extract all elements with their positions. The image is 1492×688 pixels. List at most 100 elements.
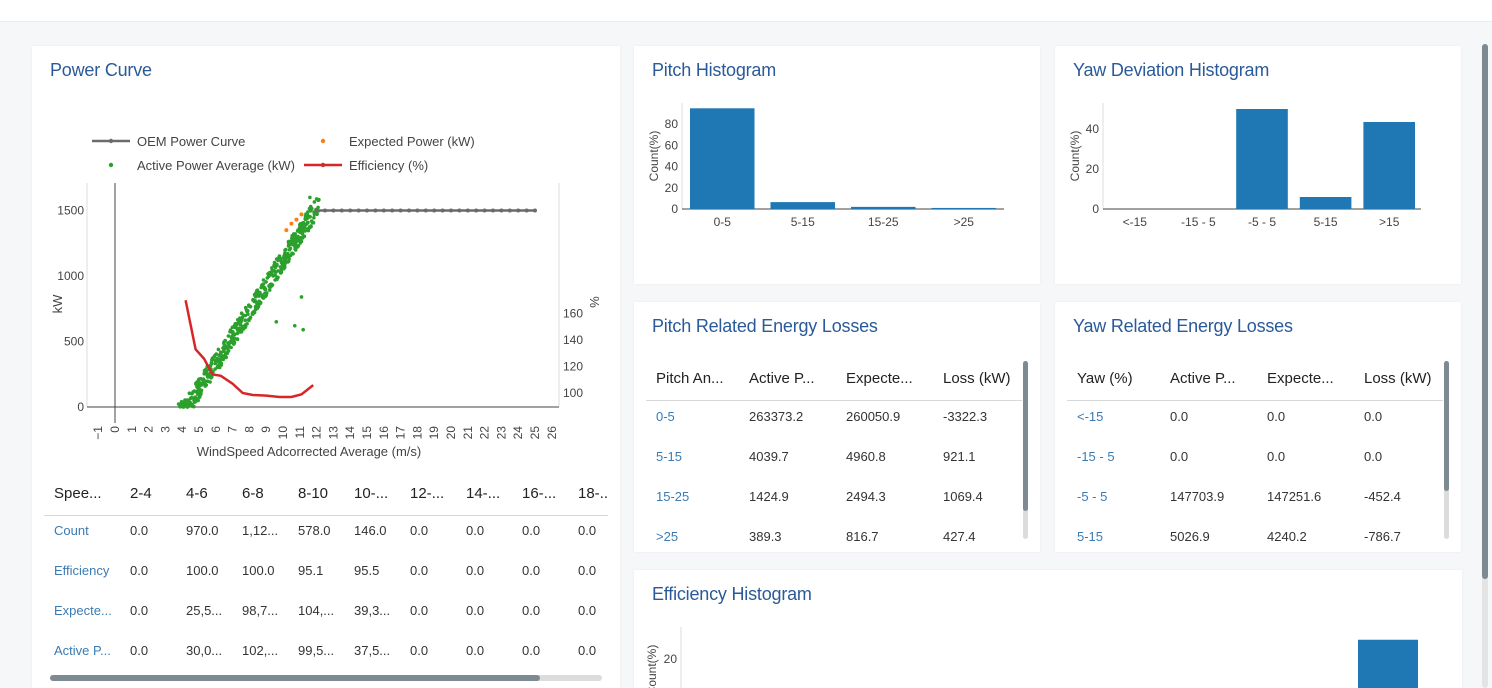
vscroll-thumb[interactable] xyxy=(1023,361,1028,511)
pitch-losses-vscroll[interactable] xyxy=(1023,361,1028,539)
active-power-point xyxy=(297,225,302,230)
histogram-bar[interactable] xyxy=(931,207,997,209)
speed-table-row-label[interactable]: Active P... xyxy=(54,643,111,658)
loss-table-row-label[interactable]: <-15 xyxy=(1077,409,1104,424)
active-power-point xyxy=(292,323,297,328)
active-power-point xyxy=(261,282,265,287)
oem-power-curve-point xyxy=(533,208,537,213)
oem-power-curve-point xyxy=(314,208,319,213)
speed-table-cell: 0.0 xyxy=(130,643,149,658)
speed-table-hscroll[interactable] xyxy=(50,675,602,681)
efficiency-line[interactable] xyxy=(184,300,314,399)
legend-expected[interactable]: Expected Power (kW) xyxy=(320,134,475,149)
speed-table-cell: 37,5... xyxy=(354,643,391,658)
histogram-bar[interactable] xyxy=(1236,109,1288,209)
active-power-point xyxy=(194,389,198,394)
x-tick-label: 14 xyxy=(343,426,357,440)
active-power-point xyxy=(205,372,209,376)
active-power-point xyxy=(312,215,316,220)
speed-table-row-label[interactable]: Count xyxy=(54,523,89,538)
loss-table-header-cell[interactable]: Loss (kW) xyxy=(943,370,1011,387)
active-power-point xyxy=(263,286,267,291)
loss-table-header-cell[interactable]: Expecte... xyxy=(846,370,913,387)
histogram-bar[interactable] xyxy=(690,108,755,209)
loss-table-row-label[interactable]: 15-25 xyxy=(656,489,690,504)
loss-table-header-cell[interactable]: Loss (kW) xyxy=(1364,370,1432,387)
x-tick-label: >25 xyxy=(954,215,975,229)
x-tick-label: 20 xyxy=(444,426,458,440)
active-power-point xyxy=(239,311,244,316)
histogram-bar[interactable] xyxy=(1299,197,1352,209)
loss-table-row-label[interactable]: >25 xyxy=(656,529,679,542)
speed-table-cell: 0.0 xyxy=(578,523,597,538)
legend-efficiency[interactable]: Efficiency (%) xyxy=(304,158,428,173)
loss-table-header-cell[interactable]: Yaw (%) xyxy=(1077,370,1133,387)
loss-table-cell: 4240.2 xyxy=(1267,529,1307,542)
speed-table-header-cell[interactable]: 8-10 xyxy=(298,485,329,502)
active-power-point xyxy=(290,233,295,238)
active-power-point xyxy=(218,358,223,362)
speed-table-header-cell[interactable]: 12-... xyxy=(410,485,445,502)
speed-table-cell: 102,... xyxy=(242,643,279,658)
loss-table-row-label[interactable]: -5 - 5 xyxy=(1077,489,1108,504)
loss-table-header-cell[interactable]: Active P... xyxy=(749,370,815,387)
y-tick-label: 80 xyxy=(665,117,679,131)
speed-table-header-cell[interactable]: 4-6 xyxy=(186,485,208,502)
page-scrollbar[interactable] xyxy=(1482,44,1488,688)
speed-table-header-cell[interactable]: 6-8 xyxy=(242,485,264,502)
yaw-losses-vscroll[interactable] xyxy=(1444,361,1449,539)
loss-table-row: -5 - 5 147703.9 147251.6 -452.4 xyxy=(1067,477,1443,517)
loss-table-row-label[interactable]: 5-15 xyxy=(1077,529,1104,542)
oem-power-curve-point xyxy=(415,208,420,213)
vscroll-thumb[interactable] xyxy=(1444,361,1449,491)
active-power-point xyxy=(196,398,200,403)
oem-power-curve-point xyxy=(390,208,395,213)
oem-power-curve-point xyxy=(348,208,353,213)
hscroll-thumb[interactable] xyxy=(50,675,540,681)
loss-table-row-label[interactable]: 0-5 xyxy=(656,409,675,424)
x-tick-label: <-15 xyxy=(1123,215,1148,229)
oem-power-curve-point xyxy=(516,208,521,213)
histogram-bar[interactable] xyxy=(770,202,836,209)
power-curve-chart[interactable]: OEM Power Curve Expected Power (kW) Acti… xyxy=(32,46,620,466)
active-power-point xyxy=(213,367,217,371)
speed-table-header-cell[interactable]: 2-4 xyxy=(130,485,152,502)
loss-table-header-cell[interactable]: Active P... xyxy=(1170,370,1236,387)
efficiency-histogram-chart[interactable]: 20 Count(%) xyxy=(634,570,1462,688)
legend-oem[interactable]: OEM Power Curve xyxy=(92,134,245,149)
histogram-bar[interactable] xyxy=(1363,122,1415,209)
pitch-histogram-chart[interactable]: 0 20 40 60 80 Count(%) 0-5 5-15 15-25 >25 xyxy=(634,46,1040,284)
loss-table-header-cell[interactable]: Expecte... xyxy=(1267,370,1334,387)
loss-table-row: 15-25 1424.9 2494.3 1069.4 xyxy=(646,477,1022,517)
speed-table-row-label[interactable]: Efficiency xyxy=(54,563,110,578)
speed-table-header-cell[interactable]: 14-... xyxy=(466,485,501,502)
speed-table-header-cell[interactable]: 16-... xyxy=(522,485,557,502)
speed-table-cell: 30,0... xyxy=(186,643,223,658)
loss-table-row-label[interactable]: -15 - 5 xyxy=(1077,449,1115,464)
active-power-point xyxy=(298,241,303,245)
y-axis-label: kW xyxy=(50,294,65,314)
legend-active[interactable]: Active Power Average (kW) xyxy=(108,158,295,173)
loss-table-cell: 816.7 xyxy=(846,529,879,542)
active-power-point xyxy=(222,340,226,344)
yaw-histogram-chart[interactable]: 0 20 40 Count(%) <-15 -15 - 5 -5 - 5 5-15 >15 xyxy=(1055,46,1461,284)
loss-table-header-cell[interactable]: Pitch An... xyxy=(656,370,724,387)
expected-power-point xyxy=(294,217,299,222)
speed-table-header-cell[interactable]: Spee... xyxy=(54,485,102,502)
speed-table-row-label[interactable]: Expecte... xyxy=(54,603,112,618)
speed-table-header-cell[interactable]: 10-... xyxy=(354,485,389,502)
histogram-bar[interactable] xyxy=(1358,639,1418,688)
active-power-point xyxy=(275,277,279,282)
y-axis-label: Count(%) xyxy=(647,131,661,182)
loss-table-cell: 260050.9 xyxy=(846,409,901,424)
loss-table-row-label[interactable]: 5-15 xyxy=(656,449,683,464)
x-tick-label: 21 xyxy=(461,426,475,440)
x-tick-label: 15-25 xyxy=(868,215,899,229)
page-scrollbar-thumb[interactable] xyxy=(1482,44,1488,579)
speed-table-header-cell[interactable]: 18-... xyxy=(578,485,608,502)
histogram-bar[interactable] xyxy=(851,206,916,209)
y2-tick-label: 140 xyxy=(563,333,583,347)
active-power-point xyxy=(253,307,258,312)
loss-table-cell: 147703.9 xyxy=(1170,489,1225,504)
active-power-point xyxy=(226,341,230,345)
